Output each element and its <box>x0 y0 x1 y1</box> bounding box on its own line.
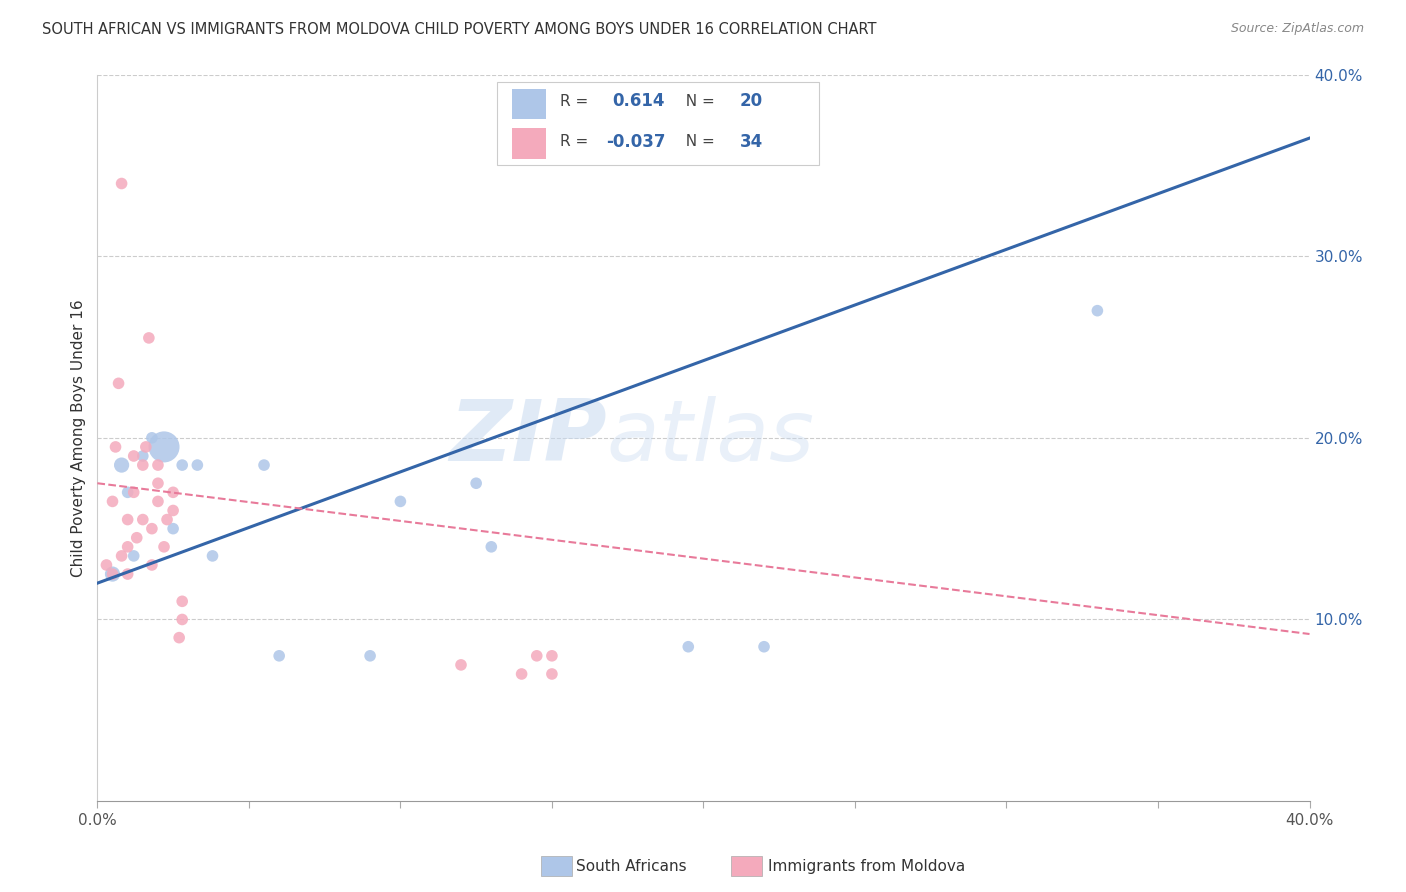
Point <box>162 522 184 536</box>
Bar <box>512 128 546 159</box>
Point <box>201 549 224 563</box>
Point <box>117 540 139 554</box>
Point <box>141 558 163 572</box>
Point <box>1087 303 1109 318</box>
Text: South Africans: South Africans <box>576 859 688 873</box>
Point <box>132 449 155 463</box>
Point <box>153 540 176 554</box>
Text: SOUTH AFRICAN VS IMMIGRANTS FROM MOLDOVA CHILD POVERTY AMONG BOYS UNDER 16 CORRE: SOUTH AFRICAN VS IMMIGRANTS FROM MOLDOVA… <box>42 22 877 37</box>
Point <box>172 594 194 608</box>
Text: Source: ZipAtlas.com: Source: ZipAtlas.com <box>1230 22 1364 36</box>
Bar <box>512 89 546 120</box>
Text: atlas: atlas <box>606 396 814 479</box>
Point <box>156 512 179 526</box>
Point <box>450 657 472 672</box>
Point <box>107 376 129 391</box>
Point <box>122 485 145 500</box>
Y-axis label: Child Poverty Among Boys Under 16: Child Poverty Among Boys Under 16 <box>72 299 86 576</box>
Text: -0.037: -0.037 <box>606 133 666 151</box>
Text: R =: R = <box>561 135 593 150</box>
Point <box>135 440 157 454</box>
Text: N =: N = <box>675 135 720 150</box>
Point <box>125 531 148 545</box>
Point <box>678 640 700 654</box>
Point <box>541 648 564 663</box>
Point <box>510 667 533 681</box>
Point <box>132 512 155 526</box>
Point <box>117 567 139 582</box>
Point <box>138 331 160 345</box>
Point <box>269 648 291 663</box>
Text: N =: N = <box>675 94 720 109</box>
Point <box>110 177 132 191</box>
Point <box>146 494 169 508</box>
Point <box>101 567 124 582</box>
Text: Immigrants from Moldova: Immigrants from Moldova <box>768 859 965 873</box>
Point <box>117 485 139 500</box>
Point <box>752 640 775 654</box>
Point <box>110 458 132 472</box>
Point <box>172 458 194 472</box>
Point <box>132 458 155 472</box>
Point <box>117 512 139 526</box>
Point <box>526 648 548 663</box>
Point <box>465 476 488 491</box>
Point <box>122 549 145 563</box>
Point <box>389 494 412 508</box>
Point <box>141 431 163 445</box>
Point <box>162 503 184 517</box>
Point <box>162 485 184 500</box>
Text: 34: 34 <box>740 133 763 151</box>
Point <box>101 567 124 582</box>
Point <box>146 458 169 472</box>
Point <box>153 440 176 454</box>
Point <box>96 558 118 572</box>
Point <box>141 522 163 536</box>
Text: 20: 20 <box>740 92 763 110</box>
Point <box>479 540 502 554</box>
Point <box>541 667 564 681</box>
Point <box>253 458 276 472</box>
Text: ZIP: ZIP <box>449 396 606 479</box>
Point <box>167 631 190 645</box>
Point <box>104 440 127 454</box>
Point <box>172 612 194 626</box>
Point <box>186 458 208 472</box>
Text: 0.614: 0.614 <box>613 92 665 110</box>
Point <box>122 449 145 463</box>
FancyBboxPatch shape <box>498 82 818 165</box>
Point <box>110 549 132 563</box>
Text: R =: R = <box>561 94 593 109</box>
Point <box>101 494 124 508</box>
Point <box>146 476 169 491</box>
Point <box>359 648 381 663</box>
